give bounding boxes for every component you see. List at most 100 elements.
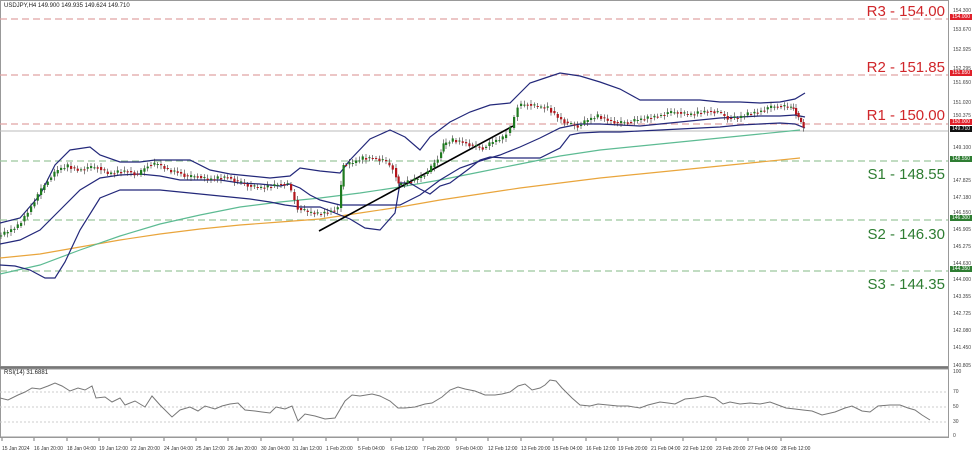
bull-candle	[340, 184, 343, 208]
bear-candle	[236, 180, 239, 182]
bull-candle	[426, 171, 429, 174]
time-tick-label: 19 Jan 12:00	[99, 446, 128, 452]
bear-candle	[600, 116, 603, 119]
bb-lower	[0, 122, 806, 279]
bull-candle	[26, 212, 29, 217]
bear-candle	[300, 208, 303, 211]
bull-candle	[436, 159, 439, 163]
bull-candle	[310, 211, 313, 213]
bear-candle	[126, 171, 129, 173]
price-tick-label: 142.080	[953, 328, 972, 334]
bull-candle	[743, 116, 746, 118]
time-tick-label: 28 Feb 12:00	[781, 446, 811, 452]
bear-candle	[220, 178, 223, 180]
bull-candle	[23, 215, 26, 222]
time-tick-label: 9 Feb 04:00	[456, 446, 483, 452]
bull-candle	[140, 170, 143, 175]
main-pane	[0, 0, 949, 367]
time-tick-label: 16 Jan 20:00	[34, 446, 63, 452]
bull-candle	[253, 185, 256, 187]
bear-candle	[797, 113, 800, 118]
bear-candle	[663, 115, 666, 116]
bull-candle	[413, 178, 416, 181]
bear-candle	[196, 176, 199, 178]
bear-candle	[576, 125, 579, 128]
bull-candle	[488, 142, 491, 146]
bear-candle	[710, 111, 713, 112]
bull-candle	[86, 167, 89, 169]
uptrend-line[interactable]	[318, 125, 514, 232]
bear-candle	[170, 170, 173, 173]
bull-candle	[43, 185, 46, 190]
bb-upper	[0, 72, 806, 224]
time-tick-label: 22 Jan 20:00	[131, 446, 160, 452]
bull-candle	[505, 134, 508, 138]
bear-candle	[556, 114, 559, 118]
bull-candle	[400, 183, 403, 185]
bull-candle	[40, 188, 43, 195]
bull-candle	[753, 111, 756, 114]
bear-candle	[230, 177, 233, 179]
bear-candle	[536, 106, 539, 107]
bull-candle	[593, 118, 596, 120]
bull-candle	[286, 183, 289, 185]
bear-candle	[290, 184, 293, 191]
bear-candle	[410, 182, 413, 183]
price-tick-label: 144.630	[953, 261, 972, 267]
bear-candle	[83, 169, 86, 171]
level-label-s3: S3 - 144.35	[867, 276, 945, 293]
bull-candle	[403, 183, 406, 185]
bull-candle	[790, 106, 793, 108]
time-tick-label: 16 Feb 12:00	[586, 446, 616, 452]
bear-candle	[468, 143, 471, 147]
bear-candle	[680, 112, 683, 114]
bull-candle	[361, 156, 364, 160]
bear-candle	[206, 178, 209, 180]
rsi-axis-label: 70	[953, 389, 959, 395]
bull-candle	[355, 160, 358, 163]
bear-candle	[461, 141, 464, 143]
bear-candle	[106, 171, 109, 174]
bull-candle	[323, 211, 326, 214]
price-badge: 149.710	[950, 126, 973, 132]
bear-candle	[326, 212, 329, 214]
bull-candle	[46, 181, 49, 185]
bear-candle	[566, 121, 569, 124]
bull-candle	[276, 184, 279, 186]
bear-candle	[133, 172, 136, 176]
level-label-r3: R3 - 154.00	[866, 3, 945, 20]
bear-candle	[130, 171, 133, 173]
bull-candle	[266, 185, 269, 188]
bull-candle	[583, 120, 586, 124]
price-badge: 146.300	[950, 215, 973, 221]
bear-candle	[397, 176, 400, 184]
bull-candle	[590, 117, 593, 120]
bull-candle	[240, 181, 243, 183]
level-label-s2: S2 - 146.30	[867, 226, 945, 243]
bear-candle	[256, 187, 259, 188]
level-label-r1: R1 - 150.00	[866, 107, 945, 124]
bear-candle	[676, 112, 679, 114]
level-lines	[0, 18, 948, 272]
bear-candle	[478, 146, 481, 148]
bear-candle	[606, 118, 609, 121]
bear-candle	[800, 118, 803, 122]
bull-candle	[773, 106, 776, 108]
bear-candle	[471, 144, 474, 146]
bull-candle	[348, 162, 351, 165]
bear-candle	[103, 169, 106, 171]
bull-candle	[430, 165, 433, 172]
bull-candle	[670, 111, 673, 113]
bull-candle	[316, 212, 319, 214]
bear-candle	[186, 175, 189, 177]
bull-candle	[153, 162, 156, 165]
bear-candle	[613, 121, 616, 124]
time-tick-label: 27 Feb 04:00	[748, 446, 778, 452]
price-tick-label: 142.725	[953, 311, 972, 317]
bull-candle	[760, 110, 763, 112]
bear-candle	[563, 119, 566, 124]
bear-candle	[786, 106, 789, 108]
price-tick-label: 154.300	[953, 8, 972, 14]
bear-candle	[726, 116, 729, 120]
